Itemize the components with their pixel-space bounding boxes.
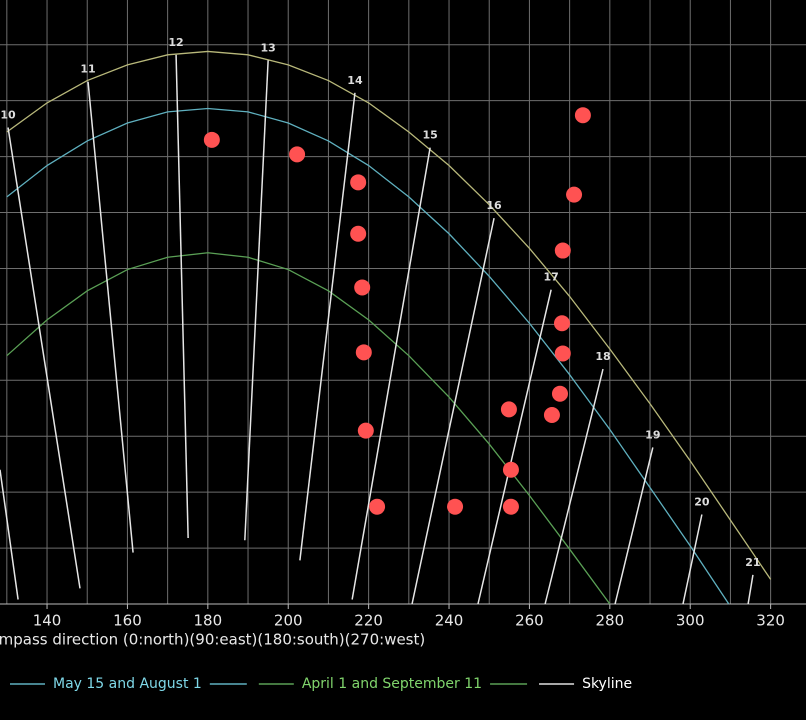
- hour-line: [0, 469, 19, 600]
- hour-line: [614, 447, 654, 605]
- data-point: [554, 345, 571, 362]
- x-tick-label: 160: [113, 612, 142, 630]
- hour-line: [477, 289, 552, 605]
- x-tick-label: 220: [354, 612, 383, 630]
- hour-line: [299, 92, 356, 561]
- data-point: [354, 279, 371, 296]
- sun-path: [6, 50, 772, 580]
- hour-line: [244, 60, 269, 541]
- hour-line: [682, 514, 703, 605]
- data-point: [502, 461, 519, 478]
- data-point: [551, 385, 568, 402]
- hour-label: 18: [595, 350, 610, 363]
- x-tick-label: 260: [515, 612, 544, 630]
- x-tick-label: 200: [274, 612, 303, 630]
- data-point: [357, 422, 374, 439]
- hour-line: [544, 368, 604, 605]
- x-tick-label: 300: [676, 612, 705, 630]
- data-point: [554, 242, 571, 259]
- hour-line: [747, 574, 754, 605]
- data-point: [502, 498, 519, 515]
- data-point: [553, 315, 570, 332]
- data-point: [566, 186, 583, 203]
- data-point: [289, 146, 306, 163]
- data-point: [355, 344, 372, 361]
- hour-label: 10: [0, 109, 16, 122]
- hour-label: 11: [80, 63, 95, 76]
- data-point: [203, 131, 220, 148]
- x-tick-label: 140: [33, 612, 62, 630]
- data-point: [350, 225, 367, 242]
- data-point: [447, 498, 464, 515]
- hour-label: 20: [694, 496, 710, 509]
- x-axis-label: Compass direction (0:north)(90:east)(180…: [0, 631, 425, 649]
- x-tick-label: 180: [194, 612, 223, 630]
- legend-label: April 1 and September 11: [302, 676, 482, 692]
- hour-label: 13: [260, 41, 275, 54]
- hour-label: 15: [422, 129, 437, 142]
- hour-label: 19: [645, 428, 660, 441]
- hour-label: 17: [543, 271, 558, 284]
- hour-line: [351, 147, 431, 600]
- legend-label: May 15 and August 1: [53, 676, 202, 692]
- x-tick-label: 320: [756, 612, 785, 630]
- hour-label: 14: [347, 74, 363, 87]
- hour-line: [7, 127, 81, 589]
- data-point: [369, 498, 386, 515]
- data-point: [350, 174, 367, 191]
- data-point: [543, 406, 560, 423]
- data-point: [574, 107, 591, 124]
- sun-path: [6, 107, 730, 605]
- hour-line: [175, 54, 189, 539]
- hour-label: 12: [168, 36, 183, 49]
- data-point: [500, 401, 517, 418]
- hour-line: [411, 217, 495, 605]
- hour-label: 21: [745, 556, 760, 569]
- x-tick-label: 240: [435, 612, 464, 630]
- hour-line: [87, 81, 134, 553]
- hour-label: 16: [486, 199, 502, 212]
- x-tick-label: 280: [596, 612, 625, 630]
- legend-label: Skyline: [582, 676, 632, 692]
